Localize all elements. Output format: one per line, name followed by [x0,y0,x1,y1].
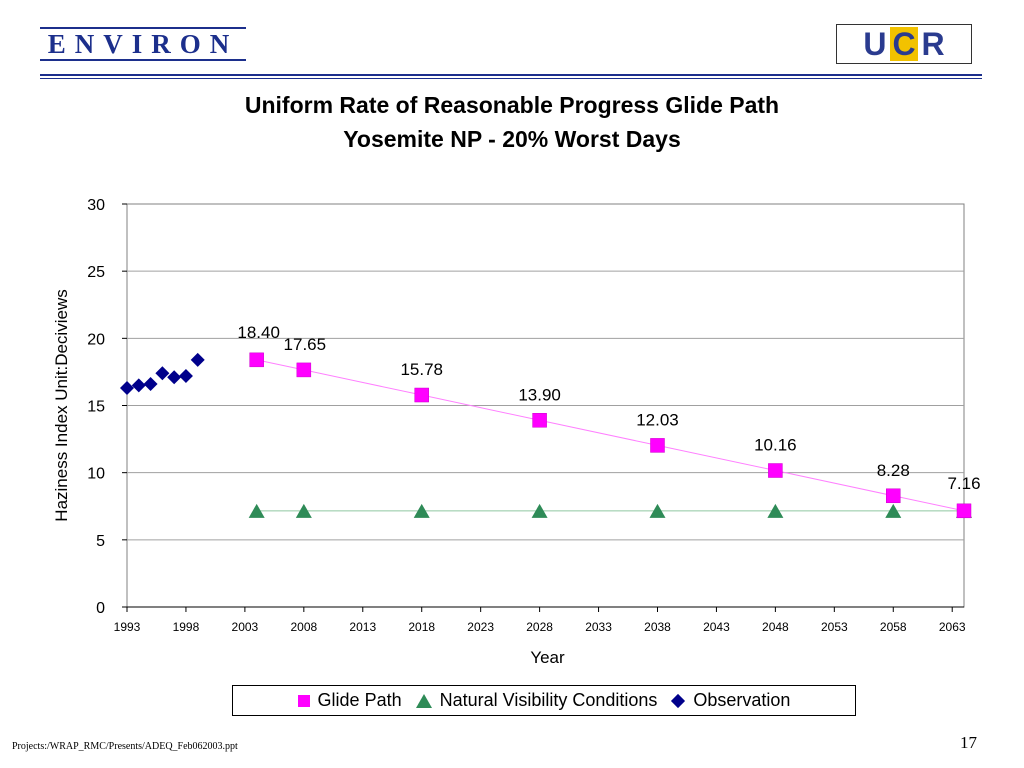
legend-label-glide-path: Glide Path [317,690,402,710]
glide-path-data-label: 10.16 [754,436,797,455]
glide-path-data-label: 15.78 [400,360,443,379]
observation-marker [120,381,134,396]
x-tick-label: 2028 [526,620,553,634]
glide-path-marker [249,352,264,368]
ucr-logo: U C R [836,24,972,64]
x-tick-label: 2003 [232,620,259,634]
natural-conditions-marker [413,503,430,518]
y-axis-label: Haziness Index Unit:Deciviews [52,289,71,521]
y-tick-label: 25 [87,264,105,281]
glide-path-line [256,359,965,512]
x-tick-label: 2048 [762,620,789,634]
glide-path-marker [532,413,547,428]
diamond-marker-icon [671,693,686,708]
observation-marker [155,366,170,381]
x-tick-label: 2043 [703,620,730,634]
x-tick-label: 2033 [585,620,612,634]
natural-conditions-marker [531,503,548,518]
x-axis-label: Year [530,648,565,667]
natural-conditions-marker [767,503,784,518]
observation-marker [190,352,205,367]
natural-conditions-marker [885,503,902,518]
glide-path-marker [296,362,312,378]
glide-path-data-label: 18.40 [237,323,280,342]
y-tick-label: 10 [87,466,105,483]
header-rule [40,74,982,76]
logo-rule-top [40,27,246,29]
glide-path-data-label: 13.90 [518,385,561,404]
ucr-logo-r: R [921,26,945,62]
environ-logo: ENVIRON [40,25,246,63]
chart-subtitle: Yosemite NP - 20% Worst Days [343,126,681,152]
y-tick-label: 0 [96,600,105,617]
glide-path-data-label: 17.65 [284,335,327,354]
y-tick-label: 5 [96,533,105,550]
glide-path-data-label: 8.28 [877,461,910,480]
x-tick-label: 2063 [939,620,966,634]
page-number: 17 [960,733,977,752]
header-rule-thin [40,78,982,79]
triangle-marker-icon [415,693,432,708]
natural-conditions-marker [248,503,265,518]
glide-path-marker [768,463,783,478]
footer-file-path: Projects:/WRAP_RMC/Presents/ADEQ_Feb0620… [12,741,238,752]
glide-path-marker [956,503,972,519]
x-tick-label: 2023 [467,620,494,634]
ucr-logo-u: U [863,26,887,62]
ucr-logo-c: C [890,26,918,62]
legend-label-observation: Observation [693,690,791,710]
y-tick-label: 30 [87,197,105,214]
observation-marker [131,378,146,393]
observation-marker [167,370,182,385]
legend-item-observation: Observation [671,690,790,711]
x-tick-label: 1993 [114,620,141,634]
x-tick-label: 1998 [173,620,200,634]
square-marker-icon [297,694,310,707]
logo-rule-bottom [40,59,246,61]
glide-path-marker [414,387,429,403]
x-tick-label: 2058 [880,620,907,634]
x-tick-label: 2053 [821,620,848,634]
x-tick-label: 2013 [349,620,376,634]
x-tick-label: 2008 [290,620,317,634]
observation-marker [143,377,158,392]
legend-item-glide-path: Glide Path [297,690,402,711]
natural-conditions-marker [649,503,666,518]
y-tick-label: 15 [87,399,105,416]
observation-marker [178,368,193,383]
x-tick-label: 2038 [644,620,671,634]
glide-path-marker [886,488,901,504]
legend-label-natural: Natural Visibility Conditions [439,690,658,710]
environ-logo-text: ENVIRON [47,29,239,59]
glide-path-data-label: 7.16 [947,474,980,493]
natural-conditions-marker [295,503,312,518]
glide-path-marker [650,438,665,453]
y-tick-label: 20 [87,331,105,348]
legend: Glide Path Natural Visibility Conditions… [232,685,856,716]
chart-title: Uniform Rate of Reasonable Progress Glid… [244,92,780,118]
glide-path-data-label: 12.03 [636,410,679,429]
legend-item-natural: Natural Visibility Conditions [415,690,658,711]
x-tick-label: 2018 [408,620,435,634]
